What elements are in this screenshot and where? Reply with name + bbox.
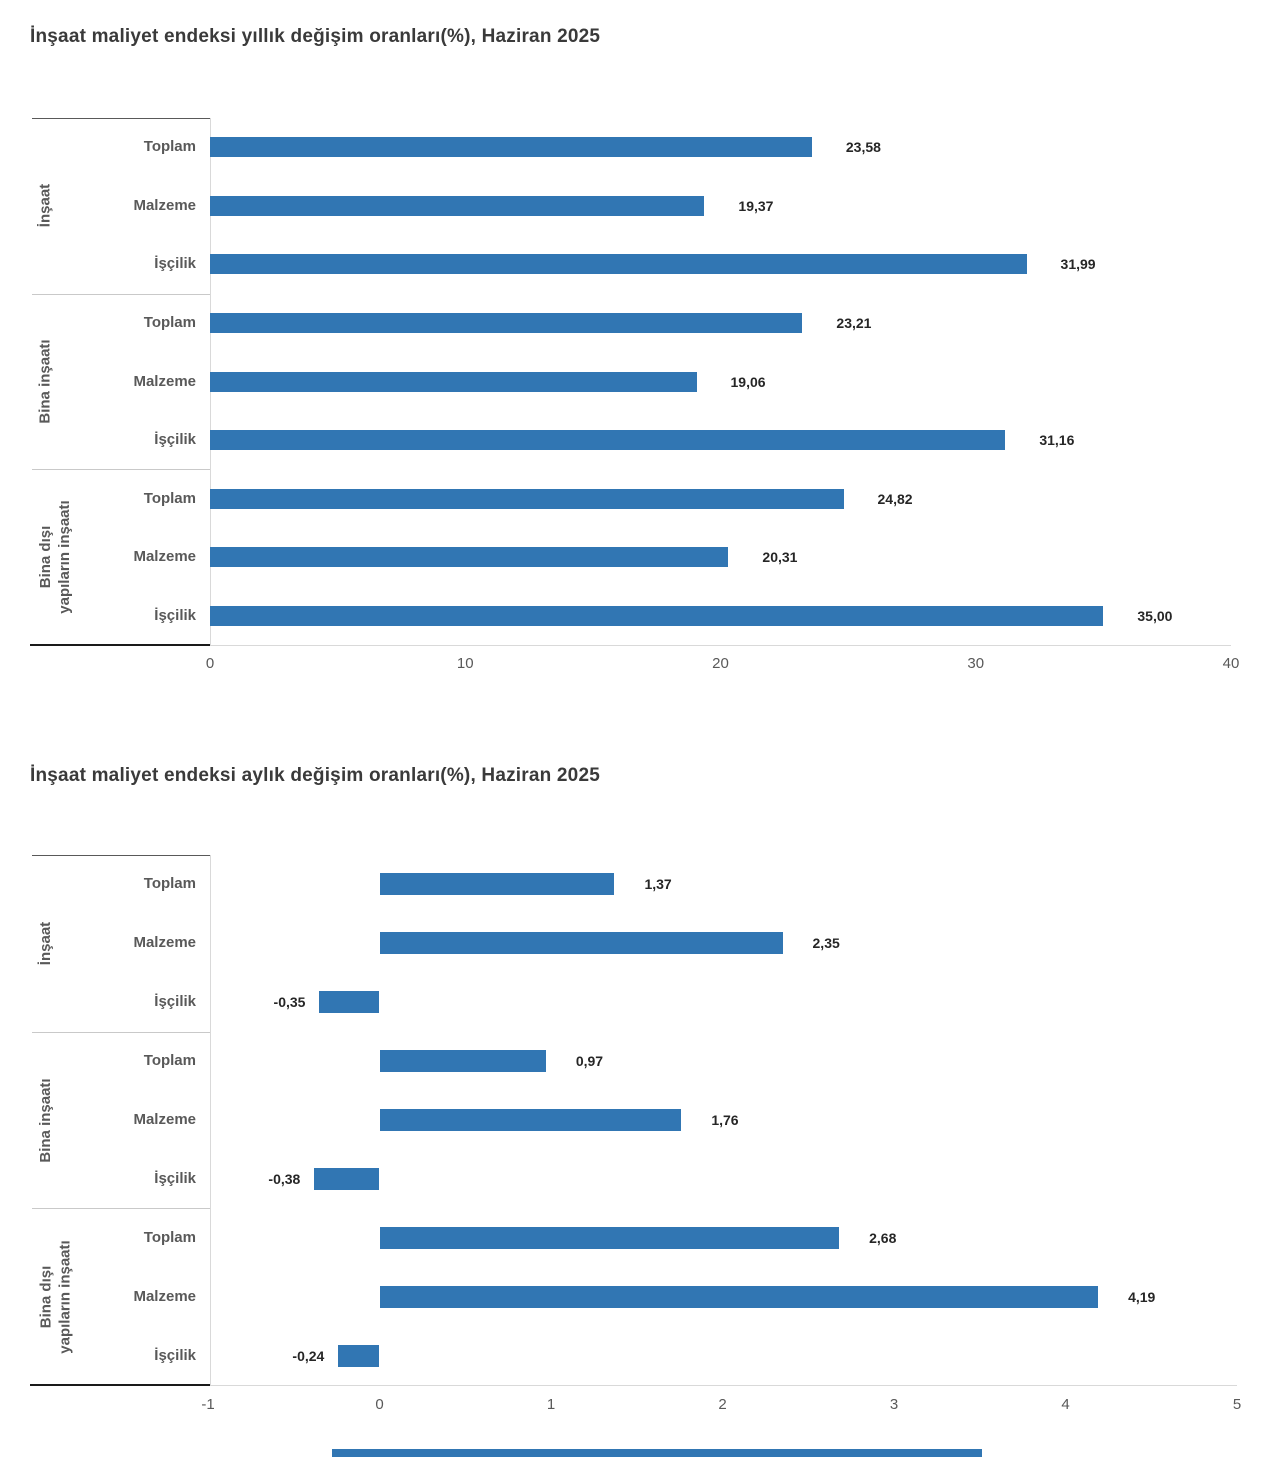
bar-toplam (210, 137, 812, 158)
x-axis-tick-label: 3 (889, 1396, 899, 1413)
group-separator-line (32, 1208, 210, 1210)
group-separator-line (32, 469, 210, 471)
category-label: Toplam (143, 313, 196, 331)
x-axis-tick-label: 0 (375, 1396, 384, 1413)
bar-value-label: 0,97 (575, 1053, 604, 1070)
category-label: Malzeme (133, 372, 196, 390)
category-label: Toplam (143, 138, 196, 156)
bar-value-label: 1,76 (711, 1112, 739, 1128)
category-label: Malzeme (133, 1287, 196, 1305)
monthly-change-chart: İnşaat maliyet endeksi aylık değişim ora… (0, 748, 1280, 1448)
bar-i̇şçilik (210, 430, 1006, 451)
bar-value-label: 19,06 (730, 373, 766, 390)
group-separator-line (32, 1031, 210, 1033)
x-axis-tick-label: 30 (967, 655, 985, 672)
category-label: İşçilik (154, 993, 196, 1011)
group-separator-line (32, 293, 210, 295)
group-label: İnşaat (36, 184, 54, 228)
bar-malzeme (379, 1285, 1099, 1308)
x-axis-tick-label: 2 (718, 1396, 727, 1413)
x-axis-tick-label: -1 (201, 1396, 215, 1413)
bar-toplam (210, 312, 803, 333)
group-label: Bina inşaatı (36, 1077, 54, 1163)
bar-value-label: 31,99 (1060, 256, 1096, 273)
label-column-top-border (32, 855, 210, 856)
bar-i̇şçilik (338, 1344, 380, 1367)
label-column-right-border (210, 855, 211, 1385)
label-column-top-border (32, 118, 210, 119)
bar-i̇şçilik (210, 254, 1027, 275)
bar-value-label: 31,16 (1039, 432, 1075, 449)
yearly-change-chart: İnşaat maliyet endeksi yıllık değişim or… (0, 0, 1280, 712)
bar-i̇şçilik (210, 605, 1104, 626)
x-axis-tick-label: 5 (1232, 1396, 1242, 1413)
category-label: Toplam (143, 1228, 196, 1246)
category-label: Malzeme (133, 1111, 196, 1128)
bar-toplam (379, 873, 615, 896)
category-label: İşçilik (154, 255, 196, 273)
category-label: İşçilik (154, 431, 196, 449)
category-label: Toplam (143, 1052, 196, 1070)
bar-malzeme (210, 547, 729, 568)
bar-malzeme (210, 371, 697, 392)
bar-i̇şçilik (319, 991, 380, 1014)
group-label: Bina inşaatı (36, 339, 54, 424)
bar-value-label: 4,19 (1128, 1288, 1156, 1305)
x-axis-tick-label: 40 (1222, 655, 1240, 672)
bar-toplam (379, 1226, 840, 1249)
bar-toplam (379, 1050, 546, 1073)
bar-value-label: 19,37 (738, 197, 774, 214)
bar-i̇şçilik (314, 1167, 380, 1190)
category-label: Malzeme (133, 548, 196, 566)
x-axis-line (210, 1385, 1237, 1386)
cropped-bottom-bar (332, 1449, 982, 1457)
category-label: İşçilik (154, 1169, 196, 1187)
x-axis-line-dark (30, 644, 210, 646)
category-label: Toplam (143, 875, 196, 893)
bar-value-label: 1,37 (644, 876, 672, 893)
x-axis-tick-label: 4 (1061, 1396, 1070, 1413)
yearly-chart-title: İnşaat maliyet endeksi yıllık değişim or… (30, 26, 601, 47)
category-label: Malzeme (133, 196, 196, 214)
bar-value-label: 35,00 (1137, 607, 1173, 624)
bar-value-label: 23,58 (845, 139, 881, 156)
bar-value-label: 2,68 (869, 1229, 897, 1246)
bar-value-label: -0,38 (268, 1170, 301, 1187)
x-axis-line (210, 645, 1231, 646)
bar-toplam (210, 488, 844, 509)
bar-value-label: 20,31 (762, 549, 798, 566)
category-label: İşçilik (154, 606, 196, 624)
x-axis-tick-label: 20 (712, 655, 729, 672)
bar-value-label: 2,35 (812, 935, 840, 952)
bar-value-label: 23,21 (836, 314, 872, 331)
bar-malzeme (379, 932, 783, 955)
group-label: İnşaat (36, 921, 54, 966)
bar-malzeme (379, 1109, 682, 1131)
x-axis-line-dark (30, 1384, 210, 1386)
bar-malzeme (210, 195, 705, 216)
bar-value-label: -0,24 (292, 1347, 325, 1364)
category-label: İşçilik (154, 1346, 196, 1364)
bar-value-label: 24,82 (877, 490, 913, 507)
category-label: Toplam (143, 489, 196, 507)
x-axis-tick-label: 0 (205, 655, 215, 672)
category-label: Malzeme (133, 934, 196, 952)
bar-value-label: -0,35 (273, 994, 306, 1011)
monthly-chart-title: İnşaat maliyet endeksi aylık değişim ora… (30, 765, 600, 786)
x-axis-tick-label: 1 (546, 1396, 556, 1413)
x-axis-tick-label: 10 (456, 655, 474, 672)
